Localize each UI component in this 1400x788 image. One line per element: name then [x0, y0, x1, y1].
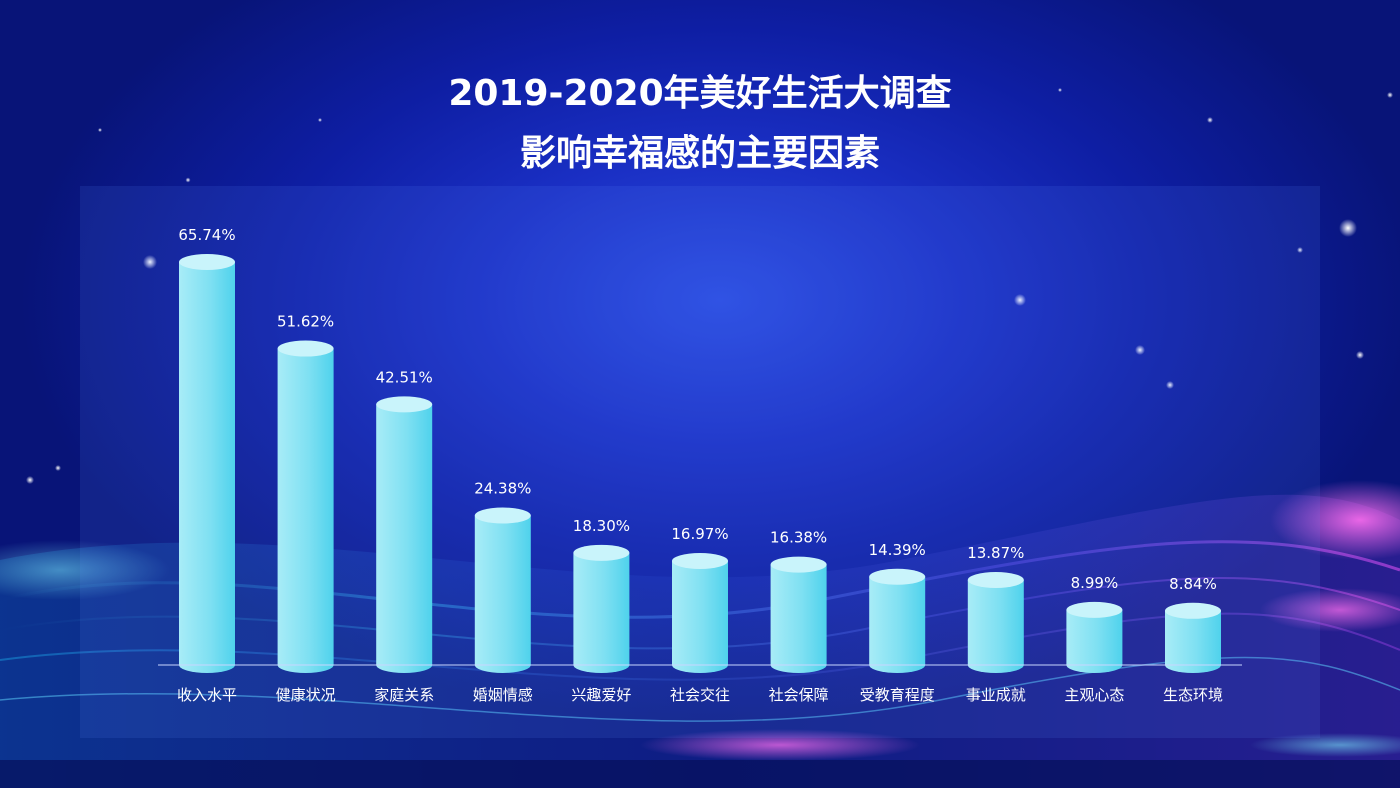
- bar-body: [179, 262, 235, 673]
- bar-6: [770, 556, 827, 673]
- bar-4: [573, 544, 630, 673]
- category-label: 婚姻情感: [473, 686, 533, 704]
- category-label: 受教育程度: [860, 686, 935, 704]
- bar-body: [770, 564, 827, 673]
- category-label: 家庭关系: [374, 686, 434, 704]
- value-label: 24.38%: [474, 480, 531, 498]
- value-label: 8.84%: [1169, 575, 1217, 593]
- bar-body: [967, 579, 1024, 673]
- value-label: 18.30%: [573, 517, 630, 535]
- bar-body: [869, 576, 926, 673]
- value-label: 16.97%: [671, 525, 728, 543]
- bar-7: [869, 568, 926, 673]
- bar-top: [573, 544, 630, 561]
- bar-10: [1165, 602, 1221, 673]
- bar-top: [474, 507, 531, 524]
- category-label: 社会交往: [670, 686, 730, 704]
- bar-top: [672, 552, 728, 569]
- labels-layer: 65.74% 收入水平 51.62% 健康状况 42.51% 家庭关系 24.38% 婚姻情感…: [177, 226, 1223, 704]
- bar-top: [1066, 601, 1123, 618]
- bar-0: [179, 254, 235, 673]
- value-label: 51.62%: [277, 313, 334, 331]
- value-label: 42.51%: [376, 368, 433, 386]
- value-label: 14.39%: [869, 541, 926, 559]
- bar-body: [573, 552, 630, 673]
- bar-body: [376, 404, 433, 673]
- bar-2: [376, 396, 433, 673]
- bar-9: [1066, 601, 1123, 673]
- value-label: 13.87%: [967, 544, 1024, 562]
- bar-5: [672, 552, 728, 673]
- bar-top: [869, 568, 926, 585]
- category-label: 生态环境: [1163, 686, 1223, 704]
- bar-3: [474, 507, 531, 673]
- chart-title-line2: 影响幸福感的主要因素: [519, 133, 880, 174]
- bar-top: [179, 254, 235, 270]
- bar-top: [770, 556, 827, 573]
- bars-layer: [179, 254, 1221, 673]
- bar-1: [277, 340, 334, 673]
- chart-title-line1: 2019-2020年美好生活大调查: [448, 73, 952, 114]
- category-label: 健康状况: [276, 686, 336, 704]
- category-label: 兴趣爱好: [571, 686, 631, 704]
- bar-top: [1165, 602, 1221, 619]
- bar-top: [376, 396, 433, 413]
- bar-body: [1066, 609, 1123, 673]
- bar-body: [1165, 610, 1221, 673]
- category-label: 主观心态: [1064, 686, 1124, 704]
- category-label: 收入水平: [177, 686, 237, 704]
- category-label: 社会保障: [769, 686, 829, 704]
- bar-top: [277, 340, 334, 357]
- bar-8: [967, 571, 1024, 673]
- chart-title: 2019-2020年美好生活大调查 影响幸福感的主要因素: [0, 64, 1400, 184]
- category-label: 事业成就: [966, 686, 1026, 704]
- bar-body: [277, 348, 334, 673]
- bar-body: [672, 560, 728, 673]
- bar-body: [474, 515, 531, 673]
- value-label: 8.99%: [1071, 574, 1119, 592]
- value-label: 16.38%: [770, 529, 827, 547]
- bar-top: [967, 571, 1024, 588]
- value-label: 65.74%: [178, 226, 235, 244]
